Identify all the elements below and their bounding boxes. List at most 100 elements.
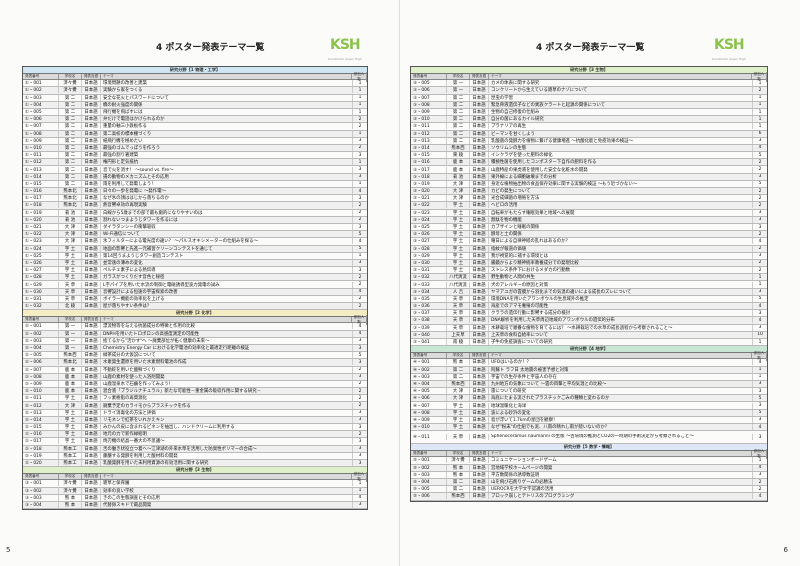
school-name-cell: 熊本西 xyxy=(59,352,82,359)
language-cell: 日本語 xyxy=(82,123,101,130)
language-cell: 日本語 xyxy=(470,331,489,338)
column-header-language: 発表言語 xyxy=(470,451,489,457)
table-row: ②・005 熊本西 日本語 緑茶成分の大仮説について 5 xyxy=(23,352,367,360)
theme-cell: 地面の影響と先進一元補習クリーンコンテストを通じて xyxy=(101,245,353,252)
table-row: ③・024 宇 土日本語 無駄を物の機能 3 xyxy=(411,216,767,224)
school-name-cell: 第 一 xyxy=(59,337,82,344)
theme-cell: 舌の働き状役立つ着ヘ～江津湖の外来水草を活用した防臭性ポリマーの合成～ xyxy=(101,445,353,452)
presentation-id-cell: ③・019 xyxy=(411,180,447,187)
theme-cell: 実験から家をつくる xyxy=(101,87,353,94)
presentation-id-cell: ③・011 xyxy=(411,123,447,130)
language-cell: 日本語 xyxy=(82,330,101,337)
school-name-cell: 宇 土 xyxy=(447,209,470,216)
theme-cell: なぜ氷の顔ははじから落ちるのか xyxy=(101,195,353,202)
table-row: ①・025 宇 土日本語 第14回うまようじタワー創造コンテスト 1 xyxy=(23,252,367,260)
presentation-id-cell: ③・007 xyxy=(411,94,447,101)
presentation-id-cell: ②・010 xyxy=(23,388,59,395)
theme-cell: 海底にたまる流されたプラスチックごみの種類と変わるのか xyxy=(489,395,753,402)
participants-cell: 1 xyxy=(758,109,762,115)
participants-cell: 3 xyxy=(758,217,762,223)
table-row: ④・004 熊本西 日本語 九州地方の気象について ～雲の目撃と平均気温との比較～ 3 xyxy=(411,380,767,389)
presentation-id-cell: ③・028 xyxy=(411,245,447,252)
table-row: ③・029 宇 土日本語 我が視覚的に捕する環境とは 3 xyxy=(411,252,767,260)
participants-cell: 2 xyxy=(758,87,762,93)
language-cell: 日本語 xyxy=(470,152,489,159)
column-header-row: 発表番号 学校名 発表言語 テーマ 参加人数 xyxy=(411,71,767,82)
theme-cell: 飛行機を飛ばすには xyxy=(101,109,353,116)
participants-cell: 3 xyxy=(758,174,762,180)
presentation-id-cell: ③・002 xyxy=(23,487,59,494)
column-header-row: 発表番号 学校名 発表言語 テーマ 参加人数 xyxy=(23,71,367,82)
school-name-cell: 宇 土 xyxy=(447,238,470,245)
column-header-row: 発表番号 学校名 発表言語 テーマ 参加人数 xyxy=(23,471,367,482)
language-cell: 日本語 xyxy=(82,94,101,101)
school-name-cell: 八代清流 xyxy=(447,281,470,288)
table-row: ①・001 済々黌 日本語 環境問題の改善と建築 1 xyxy=(23,80,367,88)
language-cell: 日本語 xyxy=(470,395,489,402)
presentation-id-cell: ①・015 xyxy=(23,180,59,187)
participants-cell: 3 xyxy=(358,260,362,266)
school-name-cell: 人 吉 xyxy=(447,288,470,295)
table-row: ③・018 菊 池日本語 果外線による細胞破壊までの分析 3 xyxy=(411,173,767,181)
participants-cell: 10 xyxy=(757,332,763,338)
table-row: ①・018 熊本北 日本語 熱音響卓効の再現実験 2 xyxy=(23,202,367,210)
participants-cell: 2 xyxy=(758,231,762,237)
column-header-language: 発表言語 xyxy=(82,74,101,80)
participants-cell: 3 xyxy=(758,224,762,230)
language-cell: 日本語 xyxy=(470,238,489,245)
language-cell: 日本語 xyxy=(470,216,489,223)
language-cell: 日本語 xyxy=(470,173,489,180)
presentation-id-cell: ⑤・004 xyxy=(411,479,447,486)
language-cell: 日本語 xyxy=(82,380,101,387)
school-name-cell: 第 二 xyxy=(447,366,470,373)
language-cell: 日本語 xyxy=(470,281,489,288)
theme-cell: 九州地方の気象について ～雲の目撃と平均気温との比較～ xyxy=(489,380,753,387)
presentation-id-cell: ③・021 xyxy=(411,195,447,202)
school-name-cell: 第 一 xyxy=(447,80,470,87)
table-row: ③・002 済々黌 日本語 効率の良い学校 1 xyxy=(23,487,367,495)
school-name-cell: 大 津 xyxy=(447,388,470,395)
participants-cell: 1 xyxy=(358,488,362,494)
language-cell: 日本語 xyxy=(82,80,101,87)
table-row: ①・016 熊本北 日本語 日々の一歩を発電に ～発作電～ 4 xyxy=(23,188,367,196)
section-title: 研究分野【4 地学】 xyxy=(570,346,608,352)
participants-cell: 2 xyxy=(758,202,762,208)
participants-cell: 2 xyxy=(358,395,362,401)
table-row: ③・001 済々黌 日本語 雑草と保育園 1 xyxy=(23,480,367,488)
school-name-cell: 熊 本 xyxy=(59,501,82,508)
theme-cell: 割れないつまようじタワーを作るには xyxy=(101,216,353,223)
table-row: ③・039 天 草日本語 水耕栽培で順番な植物を育てるには？ ～水耕栽培での水草の成… xyxy=(411,324,767,332)
presentation-id-cell: ②・003 xyxy=(23,337,59,344)
language-cell: 日本語 xyxy=(470,359,489,366)
table-row: ②・001 第 一日本語 漂流物等を与える抗菌成分の特徴と作用の比較 4 xyxy=(23,323,367,331)
school-logo: KSH Kumamoto Super High xyxy=(712,36,746,64)
theme-cell: 安全な花火とパスワードについて xyxy=(101,94,353,101)
theme-cell: 捨てるから"活かす"へ ～廃棄部位が拓く健康の未来～ xyxy=(101,337,353,344)
school-name-cell: 第 二 xyxy=(59,116,82,123)
logo-subtext: Kumamoto Super High xyxy=(712,57,746,61)
presentation-id-cell: ①・009 xyxy=(23,137,59,144)
theme-cell: 第二高校の標本棚づくり xyxy=(101,130,353,137)
theme-cell: ストレス条件下におけるメダカの行動数 xyxy=(489,267,753,274)
theme-cell: カメの体表に関する研究 xyxy=(489,80,753,87)
participants-cell: 3 xyxy=(758,138,762,144)
table-row: ③・005 第 一日本語 カメの体表に関する研究 1 xyxy=(411,80,767,88)
participants-cell: 3 xyxy=(358,267,362,273)
section-title: 研究分野【3 生物】 xyxy=(570,67,608,72)
column-header-school-name: 学校名 xyxy=(59,317,82,323)
language-cell: 日本語 xyxy=(470,317,489,324)
theme-cell: 山鹿温泉水で石鹸を作ってみよう！ xyxy=(101,380,353,387)
column-header-presentation-id: 発表番号 xyxy=(411,353,447,359)
school-name-cell: 第 二 xyxy=(447,373,470,380)
column-header-theme: テーマ xyxy=(101,317,352,323)
school-name-cell: 熊本工 xyxy=(59,445,82,452)
table-row: ①・019 菊 池日本語 白線から5歳までの部で最も劇的になりやすいのは 2 xyxy=(23,209,367,217)
presentation-id-cell: ③・010 xyxy=(411,116,447,123)
presentation-id-cell: ③・017 xyxy=(411,166,447,173)
school-name-cell: 大 津 xyxy=(447,188,470,195)
presentation-id-cell: ②・014 xyxy=(23,416,59,423)
table-row: ①・032 北 稜日本語 屋が落ちやすい条件は？ 2 xyxy=(23,303,367,311)
table-row: ③・012 第 二日本語 ビーマンを甘くしよう 6 xyxy=(411,130,767,138)
school-name-cell: 第 一 xyxy=(59,330,82,337)
participants-cell: 3 xyxy=(358,174,362,180)
